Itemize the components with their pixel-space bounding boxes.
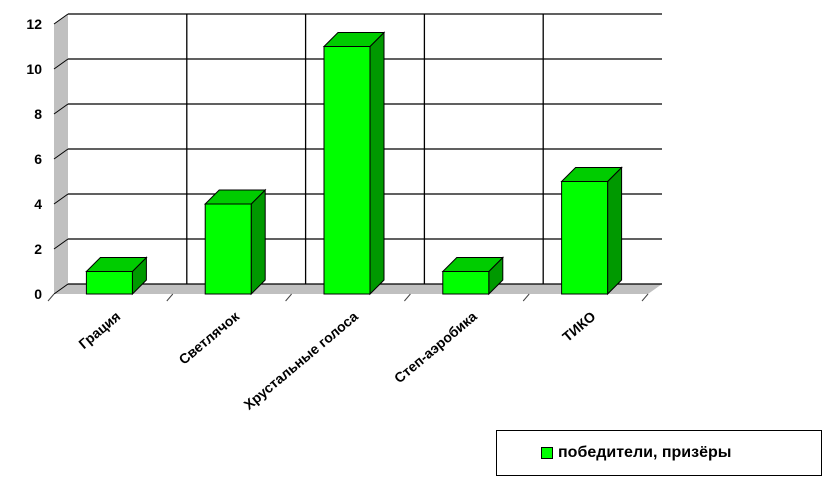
bar-side — [250, 188, 266, 296]
gridline-wall — [53, 283, 69, 295]
y-tick-label: 6 — [34, 151, 42, 167]
x-category-label: Хрустальные голоса — [240, 308, 361, 413]
y-tick-label: 2 — [34, 241, 42, 257]
bar-front — [561, 181, 609, 295]
y-tick-label: 12 — [26, 16, 42, 32]
x-tick-mark — [166, 293, 174, 302]
y-axis-ticks: 0 2 4 6 8 10 12 — [26, 16, 42, 302]
gridline-wall — [53, 193, 69, 205]
x-tick-mark — [522, 293, 530, 302]
bar-front — [442, 271, 490, 295]
legend-swatch — [541, 447, 553, 459]
legend: победители, призёры — [496, 430, 822, 476]
y-tick-label: 8 — [34, 106, 42, 122]
bar — [85, 256, 148, 296]
y-tick-label: 4 — [34, 196, 42, 212]
bar-front — [85, 271, 133, 295]
x-tick-mark — [285, 293, 292, 302]
x-category-label: ТИКО — [559, 308, 599, 345]
gridline-wall — [53, 148, 69, 160]
gridline-wall — [53, 103, 69, 115]
legend-label: победители, призёры — [558, 444, 732, 461]
gridline-wall — [53, 238, 69, 250]
gridline-wall — [53, 58, 69, 70]
bar-front — [204, 203, 252, 295]
y-tick-label: 10 — [26, 61, 42, 77]
bars — [85, 31, 623, 296]
y-tick-label: 0 — [34, 286, 42, 302]
x-category-label: Степ-аэробика — [391, 308, 480, 386]
bar-front — [323, 46, 371, 295]
x-category-label: Грация — [75, 308, 123, 352]
bar — [203, 188, 267, 296]
bar — [322, 31, 386, 296]
gridline-wall — [53, 13, 69, 25]
x-category-label: Светлячок — [175, 307, 242, 367]
x-tick-mark — [47, 293, 55, 302]
x-tick-mark — [641, 293, 649, 302]
bar-side — [607, 166, 623, 296]
bar — [441, 256, 505, 296]
bar — [560, 166, 623, 296]
x-tick-mark — [404, 293, 411, 302]
bar-side — [369, 31, 385, 296]
